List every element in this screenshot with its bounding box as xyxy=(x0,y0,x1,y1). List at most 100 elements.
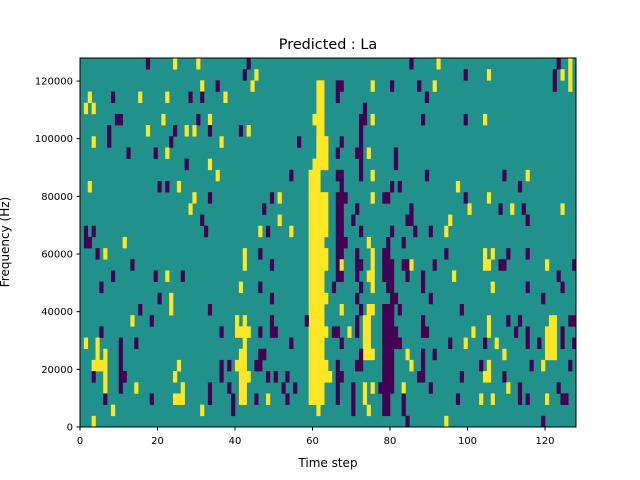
heatmap-cell-low xyxy=(432,348,437,361)
heatmap-cell-high xyxy=(366,404,371,417)
heatmap-cell-low xyxy=(463,192,468,204)
heatmap-cell-low xyxy=(424,169,430,182)
heatmap-cell-low xyxy=(122,371,127,383)
heatmap-cell-low xyxy=(390,225,395,238)
heatmap-cell-low xyxy=(459,371,464,383)
heatmap-cell-high xyxy=(370,113,375,126)
heatmap-cell-high xyxy=(83,102,89,115)
heatmap-cell-low xyxy=(393,326,399,338)
heatmap-cell-low xyxy=(285,371,290,383)
heatmap-cell-high xyxy=(525,169,530,182)
heatmap-cell-low xyxy=(359,348,364,361)
heatmap-cell-high xyxy=(366,304,375,316)
heatmap-cell-high xyxy=(176,359,182,372)
heatmap-cell-low xyxy=(393,147,399,171)
heatmap-cell-low xyxy=(254,393,259,405)
heatmap-cell-high xyxy=(91,136,96,148)
heatmap-cell-low xyxy=(204,225,209,238)
heatmap-cell-low xyxy=(335,91,340,104)
heatmap-cell-low xyxy=(413,225,418,238)
heatmap-cell-high xyxy=(235,315,240,338)
heatmap-cell-high xyxy=(370,169,375,182)
heatmap-cell-high xyxy=(490,281,495,294)
heatmap-cell-low xyxy=(289,337,294,350)
heatmap-cell-low xyxy=(335,359,340,405)
y-tick-label: 120000 xyxy=(35,77,73,88)
heatmap-cell-low xyxy=(297,136,302,148)
heatmap-cell-high xyxy=(235,359,240,372)
heatmap-cell-low xyxy=(355,292,360,305)
heatmap-cell-high xyxy=(366,236,371,249)
heatmap-cell-low xyxy=(219,326,224,338)
heatmap-cell-high xyxy=(510,203,515,215)
heatmap-cell-high xyxy=(192,192,197,204)
heatmap-cell-high xyxy=(370,80,375,92)
x-tick-label: 120 xyxy=(535,436,554,447)
heatmap-cell-low xyxy=(417,80,422,92)
heatmap-cell-low xyxy=(281,382,286,394)
heatmap-cell-high xyxy=(339,304,344,316)
heatmap-cell-high xyxy=(545,326,550,361)
plot-frame xyxy=(79,57,577,428)
y-tick-label: 0 xyxy=(67,423,73,434)
heatmap-cell-low xyxy=(498,259,507,271)
heatmap-cell-high xyxy=(444,415,449,428)
heatmap-cell-high xyxy=(192,125,197,137)
heatmap-cell-low xyxy=(304,315,309,327)
heatmap-cell-low xyxy=(355,248,360,282)
heatmap-cell-high xyxy=(250,80,255,92)
heatmap-cell-low xyxy=(269,292,275,305)
x-tick-label: 80 xyxy=(384,436,397,447)
heatmap-cell-low xyxy=(173,125,178,137)
heatmap-cell-low xyxy=(556,270,561,282)
heatmap-cell-low xyxy=(393,337,402,350)
heatmap-cell-high xyxy=(490,393,495,405)
heatmap-cell-low xyxy=(378,382,383,394)
heatmap-cell-low xyxy=(541,292,546,305)
heatmap-cell-low xyxy=(196,113,201,126)
heatmap-cell-high xyxy=(324,192,329,238)
heatmap-cell-low xyxy=(269,259,275,271)
heatmap-cell-high xyxy=(266,393,271,405)
heatmap-cell-low xyxy=(331,326,340,338)
heatmap-cell-high xyxy=(409,359,414,372)
heatmap-cell-low xyxy=(405,214,414,227)
heatmap-cell-low xyxy=(525,248,530,260)
heatmap-cell-low xyxy=(231,393,236,417)
heatmap-cell-low xyxy=(359,304,364,316)
heatmap-cell-low xyxy=(262,203,267,215)
heatmap-cell-low xyxy=(335,169,344,182)
heatmap-cell-low xyxy=(339,371,344,383)
heatmap-cell-high xyxy=(370,248,375,294)
heatmap-cell-high xyxy=(316,136,329,159)
heatmap-cell-high xyxy=(324,248,329,271)
heatmap-cell-low xyxy=(502,169,507,182)
heatmap-cell-high xyxy=(316,80,325,115)
heatmap-cell-high xyxy=(560,203,565,215)
heatmap-cell-high xyxy=(87,181,92,193)
heatmap-cell-high xyxy=(223,91,228,104)
heatmap-cell-high xyxy=(91,359,96,372)
heatmap-cell-low xyxy=(258,248,263,260)
heatmap-cell-high xyxy=(165,91,170,104)
heatmap-cell-low xyxy=(107,125,112,148)
heatmap-cell-low xyxy=(335,80,344,92)
heatmap-cell-low xyxy=(568,315,577,327)
heatmap-cell-high xyxy=(486,192,492,204)
heatmap-cell-low xyxy=(517,315,523,327)
x-axis-ticks: 0 20 40 60 80 100 120 xyxy=(77,427,555,447)
heatmap-cell-low xyxy=(514,326,519,338)
heatmap-cell-high xyxy=(254,69,259,81)
heatmap-cell-low xyxy=(83,225,89,249)
heatmap-cell-low xyxy=(424,91,430,104)
heatmap-cell-low xyxy=(525,214,530,227)
heatmap-cell-high xyxy=(545,393,550,405)
heatmap-cell-high xyxy=(238,281,244,294)
heatmap-cell-high xyxy=(95,337,100,372)
y-tick-label: 20000 xyxy=(41,365,73,376)
heatmap-cell-high xyxy=(324,371,333,383)
heatmap-cell-low xyxy=(99,281,104,294)
heatmap-cell-high xyxy=(215,169,220,182)
heatmap-cell-high xyxy=(486,69,492,81)
